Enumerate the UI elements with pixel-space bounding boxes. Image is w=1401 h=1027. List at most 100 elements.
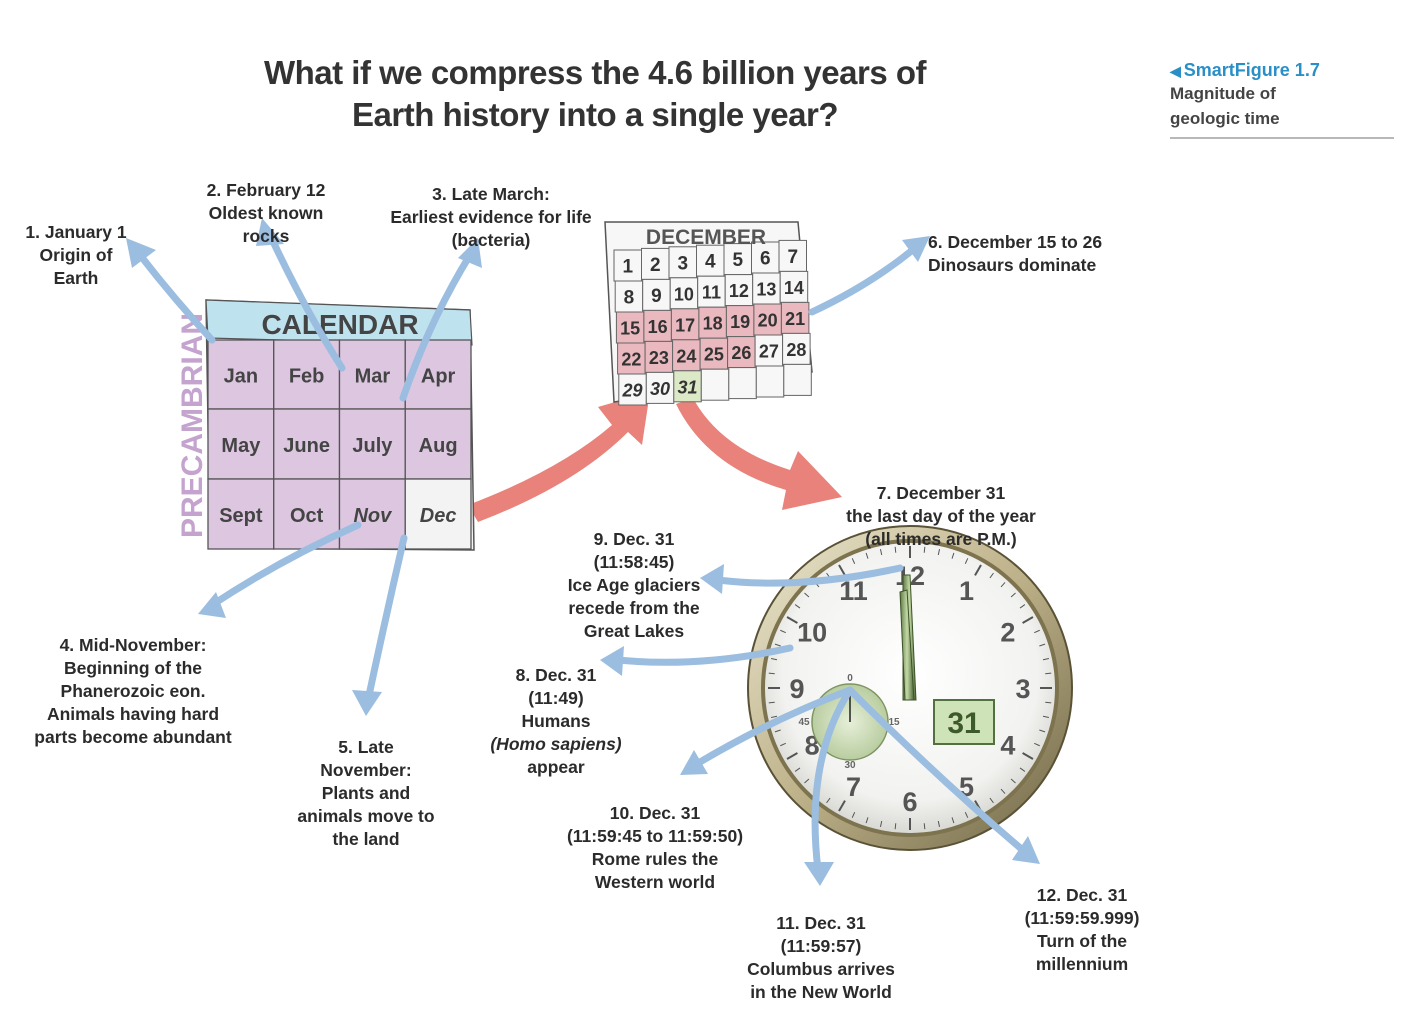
clock-tick [768,672,775,675]
label-12: 12. Dec. 31 (11:59:59.999) Turn of the mill… [1024,885,1140,974]
clock-tick [1042,715,1050,719]
arrow-6 [808,244,919,316]
smartfigure-link[interactable]: ◀ SmartFigure 1.7 [1170,60,1394,81]
clock-tick [951,817,955,824]
december-day-label-6: 6 [760,249,771,270]
clock-tick [1045,672,1052,675]
december-day-29 [618,373,647,406]
clock-numeral-9: 9 [789,674,804,704]
clock-tick [989,797,994,804]
clock-tick [1000,788,1006,794]
label-7: 7. December 31 the last day of the year (a… [846,483,1036,549]
subdial-0: 0 [847,673,853,684]
month-label-feb: Feb [289,366,325,388]
clock-tick [1000,582,1006,588]
december-day-label-23: 23 [649,348,669,368]
month-label-apr: Apr [421,366,456,388]
clock-tick [951,552,955,559]
clock-tick [937,548,941,556]
december-empty-cell [755,365,785,398]
date-window [933,699,995,745]
december-day-18 [698,306,727,339]
clock-tick [768,701,775,704]
december-empty-cell [700,368,730,401]
arrow-5 [364,534,408,704]
december-day-label-10: 10 [674,284,694,304]
december-day-label-31: 31 [678,377,698,397]
december-day-22 [617,342,646,375]
month-cell-july [338,408,406,480]
december-day-25 [699,337,729,370]
december-empty-cell [783,363,812,396]
arrow-11 [811,686,854,874]
subdial-45: 45 [798,717,810,728]
december-day-26 [727,336,756,369]
clock-tick [804,778,810,784]
december-day-label-4: 4 [705,252,716,273]
clock-tick [774,729,781,733]
clock-tick [1039,643,1046,647]
december-day-label-20: 20 [758,311,778,331]
clock-tick [1034,629,1040,634]
arrow-8 [614,644,794,666]
clock-tick [879,820,883,828]
month-cell-nov [338,478,406,550]
month-label-jan: Jan [224,366,258,388]
clock-tick [774,643,781,647]
subdial-15: 15 [888,717,900,728]
december-day-11 [697,275,726,308]
clock-tick [894,823,897,830]
label-11: 11. Dec. 31 (11:59:57) Columbus arrives in … [747,913,895,1002]
clock-tick [865,552,869,559]
label-8: 8. Dec. 31 (11:49) Humans (Homo sapiens) app… [490,665,622,777]
december-day-label-8: 8 [624,288,635,309]
date-window-value: 31 [947,707,980,740]
december-day-label-29: 29 [622,381,643,401]
december-day-label-11: 11 [702,283,721,303]
december-day-label-28: 28 [786,340,806,360]
clock-numeral-2: 2 [1000,618,1015,648]
december-day-label-26: 26 [731,343,751,363]
smartfigure-label: SmartFigure 1.7 [1183,60,1320,80]
red-arrow-december-to-clock [676,398,842,510]
arrow-4 [208,521,362,609]
blue-arrows [136,231,1029,874]
smartfigure-subtitle: Magnitude of geologic time [1170,84,1280,128]
clock-tick [838,800,846,812]
month-label-oct: Oct [290,505,324,527]
clock-tick [894,546,897,553]
clock-numeral-3: 3 [1015,674,1030,704]
label-6: 6. December 15 to 26 Dinosaurs dominate [928,232,1103,275]
clock-numeral-7: 7 [846,772,861,802]
december-header: DECEMBER [646,226,766,249]
arrow-12 [846,686,1029,856]
december-day-label-2: 2 [650,255,661,276]
label-4: 4. Mid-November: Beginning of the Phaneroz… [34,635,232,747]
clock-tick [770,657,778,661]
arrow-1 [136,251,216,344]
december-day-label-19: 19 [730,312,750,332]
clock-tick [1019,604,1026,609]
december-day-label-3: 3 [677,253,688,274]
december-day-label-21: 21 [785,309,805,329]
december-day-label-13: 13 [756,280,776,300]
december-day-30 [645,371,675,404]
label-1: 1. January 1 Origin of Earth [25,222,127,288]
clock-tick [1045,701,1052,704]
label-2: 2. February 12 Oldest known rocks [206,180,326,246]
december-day-label-30: 30 [650,379,670,399]
clock-tick [838,564,846,576]
december-day-label-18: 18 [703,314,723,334]
smartfigure-tag[interactable]: ◀ SmartFigure 1.7 Magnitude of geologic t… [1170,60,1394,139]
arrow-3 [399,251,474,402]
december-day-21 [780,301,810,334]
calendar-header: CALENDAR [261,309,418,340]
month-label-may: May [221,435,261,457]
triangle-left-icon: ◀ [1170,63,1181,79]
title-line-1: What if we compress the 4.6 billion year… [263,54,927,91]
december-day-label-7: 7 [787,247,798,268]
clock-tick [865,817,869,824]
arrow-2 [266,231,346,372]
